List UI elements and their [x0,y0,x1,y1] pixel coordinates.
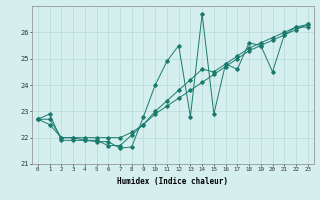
X-axis label: Humidex (Indice chaleur): Humidex (Indice chaleur) [117,177,228,186]
